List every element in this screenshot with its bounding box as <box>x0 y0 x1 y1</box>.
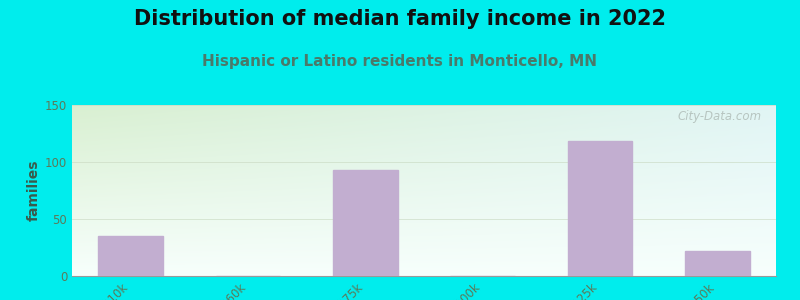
Y-axis label: families: families <box>26 160 41 221</box>
Text: Hispanic or Latino residents in Monticello, MN: Hispanic or Latino residents in Monticel… <box>202 54 598 69</box>
Bar <box>568 142 632 276</box>
Text: Distribution of median family income in 2022: Distribution of median family income in … <box>134 9 666 29</box>
Bar <box>685 251 750 276</box>
Bar <box>333 170 398 276</box>
Text: City-Data.com: City-Data.com <box>678 110 762 123</box>
Bar <box>98 236 163 276</box>
